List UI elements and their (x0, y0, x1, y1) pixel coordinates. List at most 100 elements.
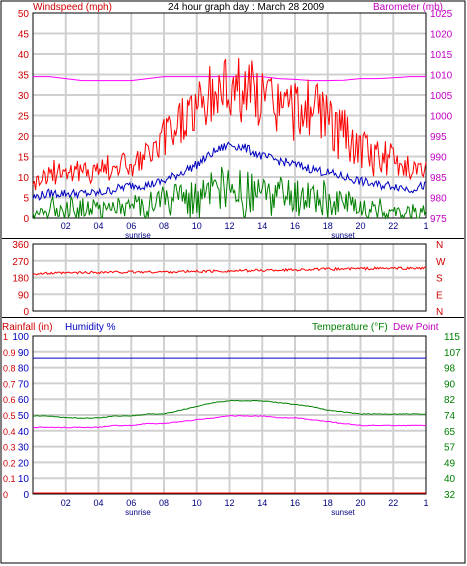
y-tick-label: 1015 (430, 50, 453, 61)
y-tick-label: E (436, 290, 443, 301)
y-tick-label: 270 (12, 257, 29, 268)
y-tick-label: 0 (23, 214, 29, 225)
y-tick-label: 32 (444, 490, 456, 501)
humidity-ticks: 0 10 20 30 40 50 60 70 80 90 100 (12, 332, 29, 501)
y-tick-label: 0 (23, 490, 29, 501)
y-tick-label: 995 (430, 132, 447, 143)
y-tick-label: 180 (12, 274, 29, 285)
x-tick-label: 16 (290, 221, 300, 231)
series-line (32, 166, 427, 220)
x-tick-label: 1 (423, 221, 428, 231)
panel3-grid (33, 336, 426, 494)
y-tick-label: 40 (444, 474, 456, 485)
y-tick-label: 40 (18, 50, 30, 61)
y-tick-label: N (436, 307, 443, 318)
y-tick-label: 80 (18, 364, 30, 375)
sunrise-label: sunrise (125, 508, 151, 517)
y-tick-label: 0.9 (3, 348, 16, 358)
y-tick-label: 50 (18, 9, 30, 20)
y-tick-label: 0.7 (3, 379, 16, 389)
panel2-series (32, 266, 427, 276)
y-tick-label: 360 (12, 240, 29, 251)
y-tick-label: 107 (444, 348, 461, 359)
y-tick-label: 1010 (430, 71, 453, 82)
panel2-grid (33, 244, 426, 311)
windspeed-ticks: 0 5 10 15 20 25 30 35 40 45 50 (18, 9, 30, 225)
x-tick-label: 06 (126, 498, 136, 508)
series-line (32, 57, 427, 191)
y-tick-label: 0 (3, 490, 8, 500)
x-tick-label: 02 (61, 498, 71, 508)
x-tick-label: 20 (355, 221, 365, 231)
x-tick-label: 10 (192, 498, 202, 508)
y-tick-label: N (436, 240, 443, 251)
x-tick-label: 04 (93, 498, 103, 508)
rainfall-ticks: 0 0.1 0.2 0.3 0.4 0.5 0.6 0.7 0.8 0.9 1 (3, 332, 16, 500)
barometer-axis-label: Barometer (mb) (373, 2, 443, 13)
wind-direction-ticks: 0 90 180 270 360 (12, 240, 29, 318)
y-tick-label: 1000 (430, 112, 453, 123)
y-tick-label: 65 (444, 427, 456, 438)
y-tick-label: 0.1 (3, 474, 16, 484)
x-tick-label: 12 (224, 498, 234, 508)
x-tick-label: 16 (290, 498, 300, 508)
y-tick-label: 30 (18, 443, 30, 454)
x-tick-label: 12 (224, 221, 234, 231)
y-tick-label: 10 (18, 173, 30, 184)
panel2-frame (32, 243, 427, 312)
panel1-frame (32, 12, 427, 219)
x-tick-label: 14 (257, 498, 267, 508)
y-tick-label: 975 (430, 214, 447, 225)
series-line (33, 76, 426, 82)
x-tick-label: 08 (159, 498, 169, 508)
panel3-hour-ticks: 02 04 06 08 10 12 14 16 18 20 22 1 (61, 498, 429, 508)
y-tick-label: 100 (12, 332, 29, 343)
wind-direction-line (32, 266, 427, 276)
barometer-ticks: 975 980 985 990 995 1000 1005 1010 1015 1020 1025 (430, 9, 453, 225)
y-tick-label: 60 (18, 395, 30, 406)
y-tick-label: 90 (18, 348, 30, 359)
x-tick-label: 14 (257, 221, 267, 231)
x-tick-label: 08 (159, 221, 169, 231)
x-tick-label: 1 (423, 498, 428, 508)
temperature-axis-label: Temperature (°F) (312, 322, 388, 333)
y-tick-label: 1005 (430, 91, 453, 102)
y-tick-label: 0.2 (3, 458, 16, 468)
y-tick-label: 1020 (430, 30, 453, 41)
y-tick-label: 15 (18, 153, 30, 164)
series-line (32, 415, 427, 429)
y-tick-label: 0.5 (3, 411, 16, 421)
y-tick-label: W (436, 257, 446, 268)
y-tick-label: 115 (444, 332, 460, 343)
y-tick-label: 0.4 (3, 427, 16, 437)
panel1-hour-ticks: 02 04 06 08 10 12 14 16 18 20 22 1 (61, 221, 429, 231)
y-tick-label: 0.6 (3, 395, 16, 405)
x-tick-label: 22 (388, 221, 398, 231)
dewpoint-axis-label: Dew Point (393, 322, 439, 333)
y-tick-label: 45 (18, 30, 30, 41)
sunset-label: sunset (331, 231, 355, 240)
temperature-ticks: 32 40 49 57 65 74 82 90 98 107 115 (444, 332, 461, 501)
y-tick-label: 90 (444, 379, 456, 390)
y-tick-label: 10 (18, 474, 30, 485)
y-tick-label: 49 (444, 458, 456, 469)
y-tick-label: 1025 (430, 9, 453, 20)
y-tick-label: 25 (18, 112, 30, 123)
rainfall-axis-label: Rainfall (in) (2, 322, 53, 333)
y-tick-label: 98 (444, 364, 456, 375)
y-tick-label: 985 (430, 173, 447, 184)
y-tick-label: 20 (18, 132, 30, 143)
y-tick-label: S (436, 274, 443, 285)
panel3-series (32, 357, 427, 494)
y-tick-label: 0.8 (3, 364, 16, 374)
windspeed-axis-label: Windspeed (mph) (33, 2, 112, 13)
y-tick-label: 70 (18, 379, 30, 390)
sunrise-label: sunrise (125, 231, 151, 240)
panel-divider (2, 317, 464, 318)
y-tick-label: 0.3 (3, 443, 16, 453)
y-tick-label: 1 (3, 332, 8, 342)
series-line (32, 399, 427, 419)
